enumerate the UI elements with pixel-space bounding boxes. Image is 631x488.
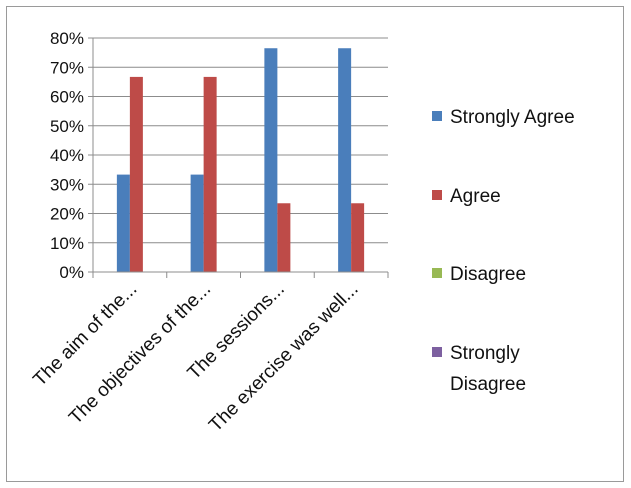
y-tick-label: 50% [50,117,84,136]
y-tick-label: 80% [50,29,84,48]
bar [203,76,217,272]
y-tick-label: 60% [50,88,84,107]
legend-label: Disagree [450,374,526,395]
legend-label: Strongly [450,343,520,364]
y-tick-label: 30% [50,175,84,194]
bar [116,174,130,272]
y-tick-label: 10% [50,234,84,253]
legend-swatch [432,268,442,278]
x-category-label: The objectives of the... [65,279,215,429]
legend-swatch [432,111,442,121]
x-category-label: The exercise was well... [205,279,362,436]
bar [277,203,291,272]
bar [351,203,365,272]
legend-label: Strongly Agree [450,107,575,128]
legend-label: Agree [450,186,501,207]
legend-swatch [432,347,442,357]
y-tick-label: 40% [50,146,84,165]
bar [264,48,278,272]
y-tick-label: 20% [50,205,84,224]
bar [190,174,204,272]
y-tick-label: 70% [50,58,84,77]
bar [338,48,352,272]
y-tick-label: 0% [59,263,84,282]
bar [129,76,143,272]
legend-label: Disagree [450,264,526,285]
legend-swatch [432,190,442,200]
chart-frame [6,6,624,482]
